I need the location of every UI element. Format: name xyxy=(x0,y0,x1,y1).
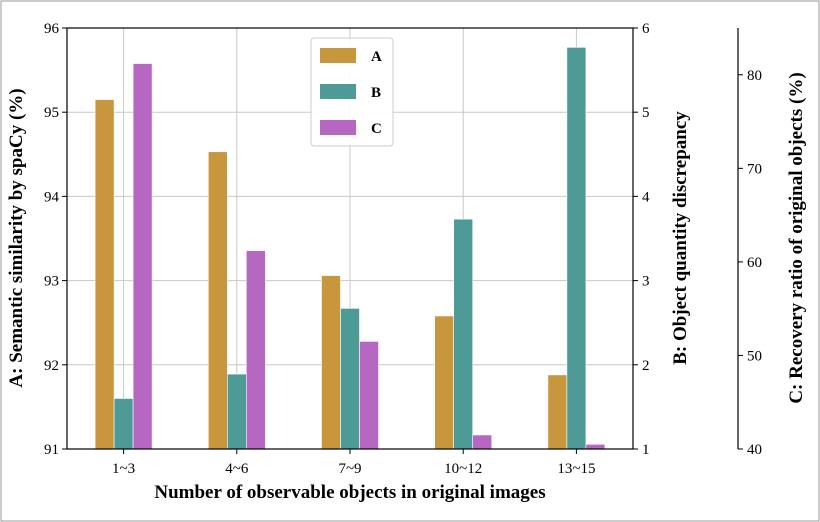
axis-a-tick-label: 94 xyxy=(44,189,60,205)
legend-swatch-c xyxy=(320,120,356,135)
bar-a xyxy=(434,315,455,450)
legend-swatch-a xyxy=(320,48,356,63)
bar-b xyxy=(113,398,134,450)
bar-a xyxy=(94,99,115,450)
axis-a-tick-label: 95 xyxy=(44,105,59,121)
bar-a xyxy=(208,151,228,450)
axis-c-title: C: Recovery ratio of original objects (%… xyxy=(786,72,807,403)
axis-c-tick-label: 70 xyxy=(747,161,762,177)
axis-a-tick-label: 93 xyxy=(44,274,59,290)
axis-a-title: A: Semantic similarity by spaCy (%) xyxy=(6,88,27,387)
bar-b xyxy=(453,218,474,450)
axis-b-tick-label: 4 xyxy=(642,189,650,205)
bar-b xyxy=(566,47,587,450)
axis-b-tick-label: 5 xyxy=(642,105,650,121)
x-axis-title: Number of observable objects in original… xyxy=(154,482,545,503)
legend: A B C xyxy=(310,37,394,147)
bar-c xyxy=(472,434,493,450)
bar-c xyxy=(246,250,266,450)
tick-group: 1~3 4~6 7~9 10~12 13~15 91 92 93 94 95 96 1 2 3 4 5 6 40 5… xyxy=(44,21,762,477)
bar-c xyxy=(132,63,153,450)
axis-b-tick-label: 1 xyxy=(642,442,650,458)
axis-c-tick-label: 60 xyxy=(747,255,762,271)
bar-a xyxy=(321,275,341,450)
axis-a-tick-label: 92 xyxy=(44,358,59,374)
bar-b xyxy=(227,373,247,450)
axis-b-tick-label: 6 xyxy=(642,21,650,37)
legend-label-a: A xyxy=(371,49,382,65)
legend-label-c: C xyxy=(371,121,382,137)
x-tick-label: 7~9 xyxy=(338,461,361,477)
axis-c-tick-label: 80 xyxy=(747,68,762,84)
axis-b-tick-label: 3 xyxy=(642,274,650,290)
x-tick-label: 4~6 xyxy=(225,461,249,477)
axis-b-tick-label: 2 xyxy=(642,358,650,374)
bar-group xyxy=(94,47,606,450)
x-tick-label: 10~12 xyxy=(444,461,482,477)
bar-c xyxy=(585,444,606,450)
axis-c-tick-label: 40 xyxy=(747,442,762,458)
axis-a-tick-label: 96 xyxy=(44,21,60,37)
legend-label-b: B xyxy=(371,85,381,101)
axis-b-title: B: Object quantity discrepancy xyxy=(670,111,691,365)
x-tick-label: 1~3 xyxy=(112,461,135,477)
legend-swatch-b xyxy=(320,84,356,99)
bar-b xyxy=(340,308,360,450)
axis-c-tick-label: 50 xyxy=(747,348,762,364)
x-tick-label: 13~15 xyxy=(557,461,595,477)
axis-a-tick-label: 91 xyxy=(44,442,59,458)
bar-a xyxy=(547,374,568,450)
bar-c xyxy=(359,341,379,450)
